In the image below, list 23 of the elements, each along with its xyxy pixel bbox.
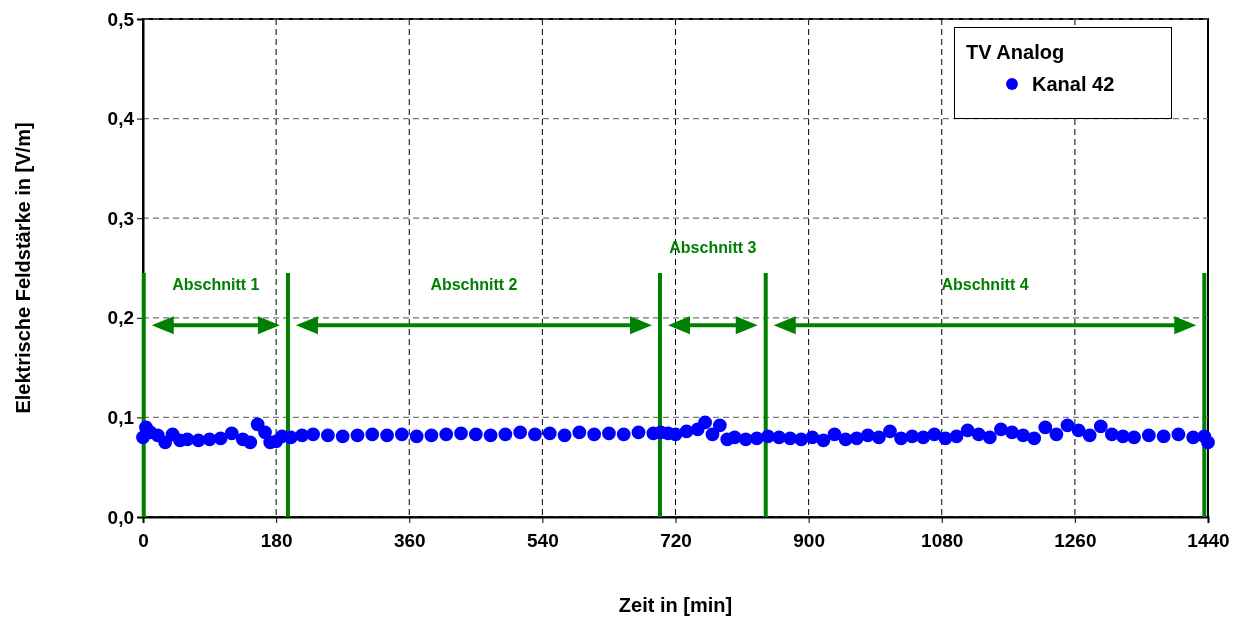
y-tick-label: 0,2 [107, 307, 134, 329]
x-tick-label: 900 [793, 529, 825, 551]
x-tick-label: 540 [527, 529, 559, 551]
x-tick-label: 1440 [1187, 529, 1230, 551]
y-tick-label: 0,1 [107, 406, 135, 428]
legend-title: TV Analog [966, 41, 1065, 63]
x-tick-label: 1260 [1054, 529, 1097, 551]
x-tick-label: 360 [393, 529, 426, 551]
x-axis-title: Zeit in [min] [618, 594, 733, 616]
legend-label: Kanal 42 [1032, 73, 1115, 95]
y-axis-title: Elektrische Feldstärke in [V/m] [12, 122, 34, 414]
y-tick-label: 0,4 [107, 108, 135, 130]
x-tick-label: 1080 [921, 529, 964, 551]
annotation: Abschnitt 3 [669, 239, 757, 257]
y-tick-label: 0,5 [107, 8, 135, 30]
annotation: Abschnitt 2 [430, 276, 518, 294]
y-tick-label: 0,0 [107, 506, 134, 528]
x-tick-label: 720 [660, 529, 692, 551]
x-tick-label: 0 [138, 529, 149, 551]
annotation: Abschnitt 4 [941, 276, 1029, 294]
x-tick-label: 180 [260, 529, 293, 551]
annotation: Abschnitt 1 [172, 276, 260, 294]
y-tick-label: 0,3 [107, 207, 134, 229]
